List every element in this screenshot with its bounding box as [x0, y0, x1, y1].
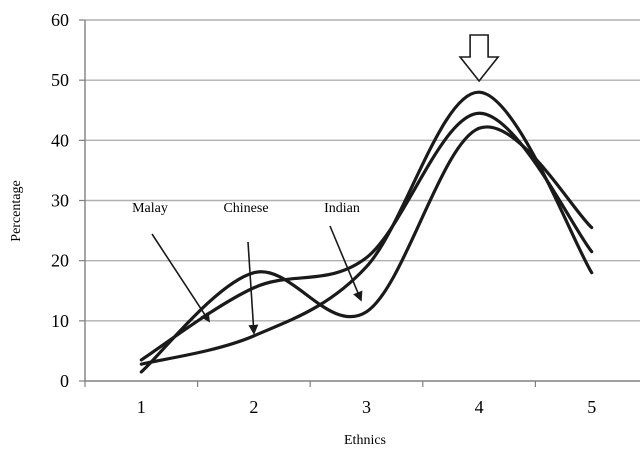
- axes: 0 10 20 30 40 50 60 1 2 3 4 5: [51, 10, 640, 417]
- x-tick-label: 5: [587, 397, 596, 417]
- x-tick-label: 4: [475, 397, 484, 417]
- series-line-malay: [139, 111, 594, 362]
- annotation-label-malay: Malay: [132, 201, 168, 216]
- y-axis-title: Percentage: [9, 180, 24, 241]
- grid-lines: [85, 19, 640, 322]
- annotations: Malay Chinese Indian: [132, 34, 500, 335]
- series-lines: [139, 90, 594, 374]
- x-tick-label: 1: [137, 397, 146, 417]
- highlight-down-arrow: [458, 34, 500, 83]
- x-tick-label: 3: [362, 397, 371, 417]
- y-tick-label: 30: [51, 191, 69, 211]
- y-tick-label: 20: [51, 251, 69, 271]
- series-line-indian: [139, 125, 594, 374]
- y-tick-label: 0: [60, 371, 69, 391]
- series-line-chinese: [139, 90, 594, 366]
- annotation-arrow-chinese: [247, 241, 259, 335]
- x-tick-label: 2: [249, 397, 258, 417]
- x-axis-title: Ethnics: [344, 433, 386, 448]
- y-tick-label: 50: [51, 70, 69, 90]
- annotation-label-indian: Indian: [324, 201, 360, 216]
- annotation-label-chinese: Chinese: [223, 201, 268, 216]
- annotation-arrow-indian: [329, 225, 363, 302]
- annotation-arrow-malay: [151, 233, 210, 323]
- y-tick-label: 60: [51, 10, 69, 30]
- y-tick-label: 40: [51, 130, 69, 150]
- y-tick-label: 10: [51, 311, 69, 331]
